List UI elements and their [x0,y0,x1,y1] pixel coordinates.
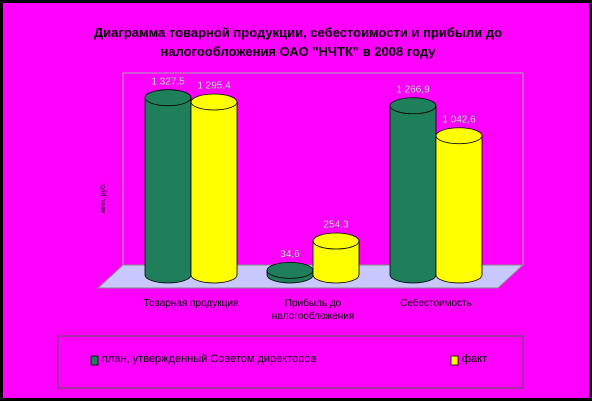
bar [435,135,483,284]
bar-cap [312,232,360,250]
x-tick-label: Прибыль до налогообложения [271,298,355,322]
legend-label: план, утвержденный Советом директоров [102,353,317,365]
value-label: 254,3 [323,220,348,231]
bar-cap [190,93,238,111]
value-label: 1 042,6 [442,114,476,125]
legend-box [57,335,524,389]
bar-cap [144,89,192,107]
value-label: 34,6 [280,249,300,260]
bar-cap [266,261,314,279]
bar [190,101,238,284]
value-label: 1 295,4 [197,81,231,92]
value-label: 1 266,9 [396,84,430,95]
plot: млн. руб. 1 327,5 34,6 1 266,9 1 295,4 254,3… [57,72,525,389]
legend-label: факт [462,353,488,365]
x-tick-label: Себестоимость [400,298,472,309]
chart-title: Диаграмма товарной продукции, себестоимо… [93,25,503,59]
x-tick-label: Товарная продукция [143,298,239,309]
bar [144,97,192,284]
bar [389,105,437,284]
y-axis-label: млн. руб. [99,183,107,213]
legend-swatch [90,355,99,366]
bar [312,240,360,284]
bar-cap [389,97,437,115]
bar-cap [435,127,483,145]
legend-swatch [450,355,459,366]
value-label: 1 327,5 [151,76,185,87]
